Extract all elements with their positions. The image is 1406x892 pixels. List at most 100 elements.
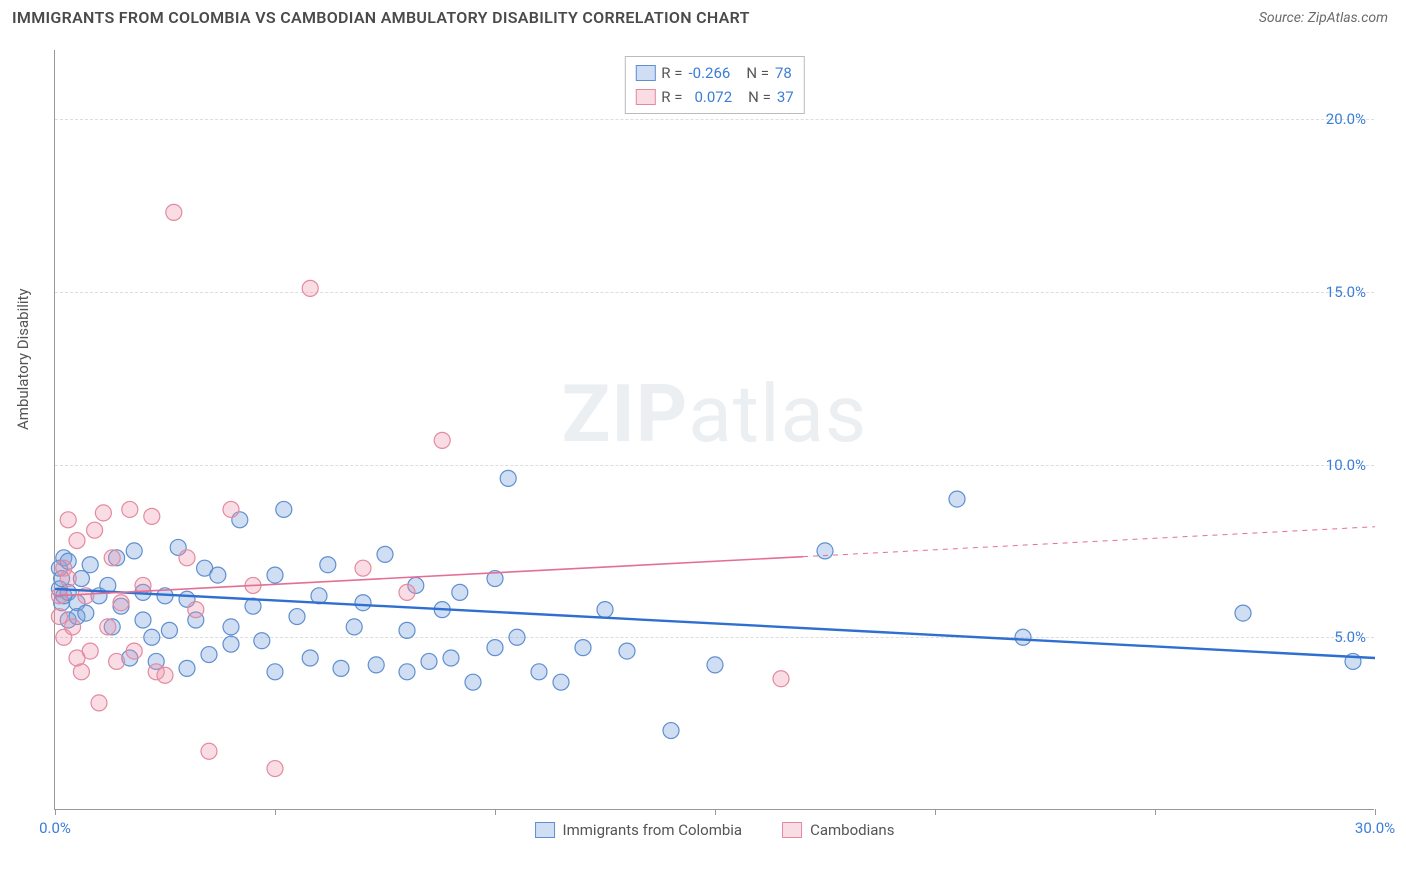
data-point	[355, 595, 371, 611]
data-point	[346, 619, 362, 635]
data-point	[949, 491, 965, 507]
data-point	[179, 550, 195, 566]
xtick	[715, 809, 716, 815]
data-point	[113, 595, 129, 611]
legend-label-series1: Immigrants from Colombia	[563, 821, 743, 839]
trend-line-extrapolated	[803, 527, 1375, 557]
trend-line	[55, 557, 803, 596]
r-value-series1: -0.266	[688, 64, 730, 82]
legend-label-series2: Cambodians	[810, 821, 894, 839]
xtick	[495, 809, 496, 815]
data-point	[166, 204, 182, 220]
data-point	[109, 653, 125, 669]
data-point	[333, 660, 349, 676]
data-point	[289, 609, 305, 625]
data-point	[465, 674, 481, 690]
data-point	[773, 671, 789, 687]
data-point	[267, 567, 283, 583]
legend-swatch-series2	[782, 822, 802, 838]
data-point	[60, 512, 76, 528]
xtick	[935, 809, 936, 815]
n-label: N =	[748, 88, 771, 106]
legend-swatch-series1	[535, 822, 555, 838]
n-label: N =	[746, 64, 769, 82]
legend-item-series1: Immigrants from Colombia	[535, 821, 743, 839]
data-point	[223, 501, 239, 517]
data-point	[254, 633, 270, 649]
legend-item-series2: Cambodians	[782, 821, 894, 839]
data-point	[1015, 629, 1031, 645]
data-point	[443, 650, 459, 666]
data-point	[553, 674, 569, 690]
data-point	[487, 640, 503, 656]
r-value-series2: 0.072	[694, 88, 732, 106]
data-point	[267, 664, 283, 680]
data-point	[104, 550, 120, 566]
data-point	[60, 571, 76, 587]
data-point	[597, 602, 613, 618]
r-label: R =	[661, 88, 682, 106]
data-point	[452, 584, 468, 600]
data-point	[223, 636, 239, 652]
data-point	[421, 653, 437, 669]
y-axis-label: Ambulatory Disability	[14, 288, 32, 430]
data-point	[95, 505, 111, 521]
data-point	[320, 557, 336, 573]
data-point	[223, 619, 239, 635]
data-point	[126, 643, 142, 659]
data-point	[663, 723, 679, 739]
legend-swatch-series1	[635, 65, 655, 81]
data-point	[82, 557, 98, 573]
legend-swatch-series2	[635, 89, 655, 105]
data-point	[1235, 605, 1251, 621]
scatter-svg	[55, 50, 1374, 809]
xtick	[1375, 809, 1376, 815]
data-point	[399, 622, 415, 638]
data-point	[188, 602, 204, 618]
xtick	[275, 809, 276, 815]
data-point	[509, 629, 525, 645]
data-point	[531, 664, 547, 680]
data-point	[368, 657, 384, 673]
data-point	[500, 470, 516, 486]
data-point	[355, 560, 371, 576]
data-point	[179, 660, 195, 676]
data-point	[707, 657, 723, 673]
stats-row-series1: R = -0.266 N = 78	[635, 61, 793, 85]
data-point	[302, 650, 318, 666]
r-label: R =	[661, 64, 682, 82]
data-point	[817, 543, 833, 559]
data-point	[157, 667, 173, 683]
bottom-legend: Immigrants from Colombia Cambodians	[535, 821, 895, 839]
data-point	[210, 567, 226, 583]
xtick-label: 0.0%	[39, 819, 71, 837]
data-point	[144, 508, 160, 524]
data-point	[434, 432, 450, 448]
xtick	[1155, 809, 1156, 815]
n-value-series2: 37	[777, 88, 794, 106]
data-point	[399, 664, 415, 680]
source-attribution: Source: ZipAtlas.com	[1259, 10, 1388, 26]
data-point	[575, 640, 591, 656]
data-point	[377, 546, 393, 562]
data-point	[267, 761, 283, 777]
data-point	[201, 743, 217, 759]
data-point	[144, 629, 160, 645]
data-point	[87, 522, 103, 538]
data-point	[69, 533, 85, 549]
n-value-series1: 78	[775, 64, 792, 82]
data-point	[201, 647, 217, 663]
data-point	[126, 543, 142, 559]
chart-title: IMMIGRANTS FROM COLOMBIA VS CAMBODIAN AM…	[12, 8, 750, 27]
trend-line	[55, 589, 1375, 658]
xtick	[55, 809, 56, 815]
data-point	[78, 605, 94, 621]
data-point	[82, 643, 98, 659]
data-point	[65, 619, 81, 635]
stats-legend-box: R = -0.266 N = 78 R = 0.072 N = 37	[624, 56, 804, 114]
data-point	[399, 584, 415, 600]
data-point	[91, 695, 107, 711]
stats-row-series2: R = 0.072 N = 37	[635, 85, 793, 109]
data-point	[619, 643, 635, 659]
data-point	[100, 619, 116, 635]
